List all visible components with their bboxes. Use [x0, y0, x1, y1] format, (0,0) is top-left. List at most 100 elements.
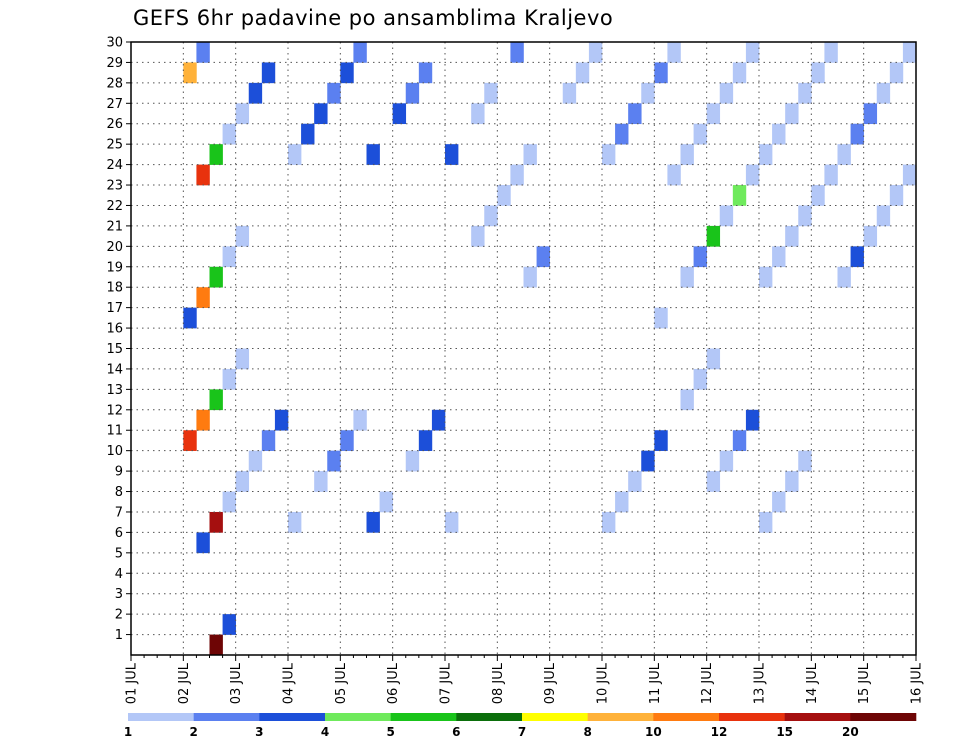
- x-tick-label: 10 JUL: [596, 662, 611, 704]
- colorbar-label: 10: [645, 725, 662, 739]
- heatmap-cell: [575, 62, 590, 84]
- heatmap-cell: [641, 82, 655, 104]
- heatmap-cell: [288, 511, 302, 533]
- heatmap-cell: [602, 511, 616, 533]
- heatmap-cell: [196, 42, 210, 63]
- heatmap-cell: [510, 164, 524, 186]
- heatmap-cell: [798, 450, 812, 472]
- y-tick-label: 16: [106, 322, 123, 337]
- heatmap-cell: [222, 614, 236, 635]
- heatmap-cell: [889, 62, 904, 84]
- heatmap-cell: [693, 246, 707, 268]
- heatmap-cell: [288, 144, 302, 165]
- y-tick-label: 1: [115, 628, 123, 643]
- heatmap-cell: [353, 409, 367, 431]
- heatmap-cell: [615, 123, 629, 145]
- y-tick-label: 3: [115, 587, 123, 602]
- heatmap-cell: [602, 144, 616, 165]
- colorbar-label: 6: [452, 725, 460, 739]
- heatmap-cell: [340, 430, 354, 451]
- y-tick-label: 22: [106, 199, 123, 214]
- colorbar-segment: [653, 713, 720, 721]
- y-tick-label: 12: [106, 403, 123, 418]
- heatmap-cell: [248, 82, 263, 104]
- heatmap-cell: [837, 144, 851, 165]
- heatmap-cell: [693, 368, 707, 390]
- heatmap-cell: [445, 511, 459, 533]
- heatmap-cell: [209, 389, 223, 411]
- heatmap-cell: [209, 266, 223, 288]
- heatmap-cell: [196, 287, 210, 308]
- y-tick-label: 26: [106, 117, 123, 132]
- x-tick-label: 05 JUL: [334, 662, 349, 704]
- heatmap-cell: [222, 123, 236, 145]
- colorbar-label: 7: [518, 725, 526, 739]
- heatmap-cell: [235, 103, 250, 125]
- heatmap-cell: [798, 205, 812, 227]
- heatmap-cell: [798, 82, 812, 104]
- heatmap-cell: [863, 225, 878, 247]
- heatmap-cell: [706, 103, 721, 125]
- y-tick-label: 2: [115, 608, 123, 623]
- heatmap-cell: [719, 205, 734, 227]
- heatmap-cell: [183, 430, 197, 451]
- heatmap-cell: [719, 450, 734, 472]
- heatmap-cell: [536, 246, 550, 268]
- heatmap-cell: [183, 307, 197, 329]
- heatmap-cell: [902, 164, 917, 186]
- x-tick-label: 13 JUL: [753, 662, 768, 704]
- heatmap-cell: [327, 450, 341, 472]
- heatmap-cell: [719, 82, 734, 104]
- colorbar-segment: [784, 713, 851, 721]
- x-tick-label: 16 JUL: [910, 662, 925, 704]
- heatmap-cell: [732, 430, 747, 451]
- y-tick-label: 15: [106, 342, 123, 357]
- heatmap-cell: [405, 450, 420, 472]
- heatmap-cell: [196, 532, 210, 554]
- x-tick-label: 12 JUL: [700, 662, 715, 704]
- heatmap-cell: [562, 82, 577, 104]
- heatmap-cell: [340, 62, 354, 84]
- heatmap-cell: [850, 246, 864, 268]
- y-tick-label: 19: [106, 260, 123, 275]
- heatmap-cell: [484, 82, 498, 104]
- heatmap-cell: [654, 430, 668, 451]
- heatmap-cell: [732, 185, 747, 206]
- x-tick-label: 01 JUL: [125, 662, 140, 704]
- heatmap-cell: [523, 144, 537, 165]
- heatmap-cell: [745, 409, 760, 431]
- colorbar-segment: [390, 713, 457, 721]
- heatmap-cell: [314, 471, 328, 492]
- heatmap-cell: [235, 225, 250, 247]
- y-tick-label: 28: [106, 76, 123, 91]
- heatmap-cell: [235, 348, 250, 370]
- heatmap-cell: [693, 123, 707, 145]
- heatmap-cell: [876, 205, 891, 227]
- heatmap-cell: [667, 42, 681, 63]
- heatmap-cell: [785, 103, 799, 125]
- heatmap-cell: [445, 144, 459, 165]
- heatmap-cell: [196, 164, 210, 186]
- x-tick-label: 02 JUL: [177, 662, 192, 704]
- heatmap-cell: [706, 471, 721, 492]
- heatmap-cell: [235, 471, 250, 492]
- heatmap-cell: [706, 225, 721, 247]
- colorbar-segment: [193, 713, 260, 721]
- y-tick-label: 27: [106, 97, 123, 112]
- heatmap-cell: [261, 430, 276, 451]
- heatmap-cell: [497, 185, 511, 206]
- colorbar-label: 12: [711, 725, 728, 739]
- heatmap-cell: [706, 348, 721, 370]
- heatmap-cell: [772, 491, 786, 513]
- heatmap-cell: [209, 511, 223, 533]
- colorbar-segment: [587, 713, 654, 721]
- y-tick-label: 18: [106, 281, 123, 296]
- x-tick-label: 08 JUL: [491, 662, 506, 704]
- y-tick-label: 14: [106, 362, 123, 377]
- y-tick-label: 23: [106, 179, 123, 194]
- heatmap-cell: [811, 62, 825, 84]
- heatmap-cell: [327, 82, 341, 104]
- x-tick-label: 07 JUL: [439, 662, 454, 704]
- heatmap-cell: [654, 62, 668, 84]
